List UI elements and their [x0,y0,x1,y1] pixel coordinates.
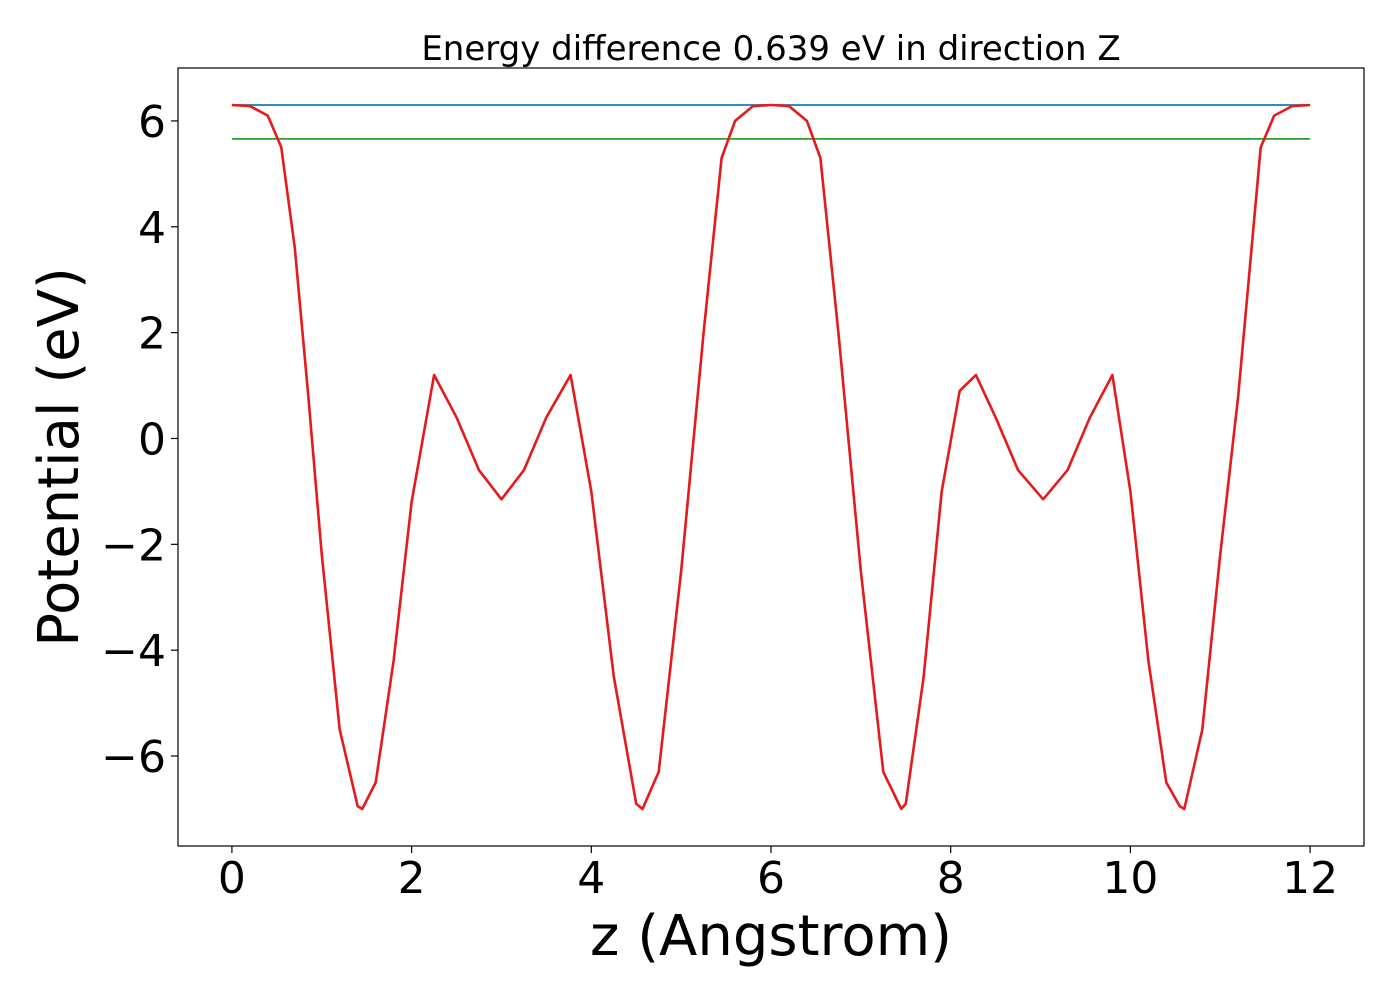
x-tick-label: 6 [757,853,785,904]
x-tick-label: 0 [218,853,246,904]
x-tick-label: 2 [398,853,426,904]
x-tick-label: 10 [1102,853,1158,904]
y-axis: −6 −4 −2 0 2 4 6 [101,97,178,783]
chart-title: Energy difference 0.639 eV in direction … [421,29,1120,69]
x-axis-label: z (Angstrom) [590,904,952,969]
x-tick-label: 12 [1282,853,1338,904]
y-tick-label: 6 [138,97,166,148]
plot-area [231,103,1311,811]
x-tick-label: 4 [577,853,605,904]
y-tick-label: −2 [101,520,166,571]
y-tick-label: 0 [138,414,166,465]
y-axis-label: Potential (eV) [27,267,92,647]
y-tick-label: 2 [138,309,166,360]
y-tick-label: 4 [138,203,166,254]
axes-frame [177,67,1365,847]
x-tick-label: 8 [937,853,965,904]
y-tick-label: −4 [101,626,166,677]
series-line-3 [231,103,1311,811]
y-tick-label: −6 [101,732,166,783]
x-axis: 0 2 4 6 8 10 12 [218,846,1338,904]
